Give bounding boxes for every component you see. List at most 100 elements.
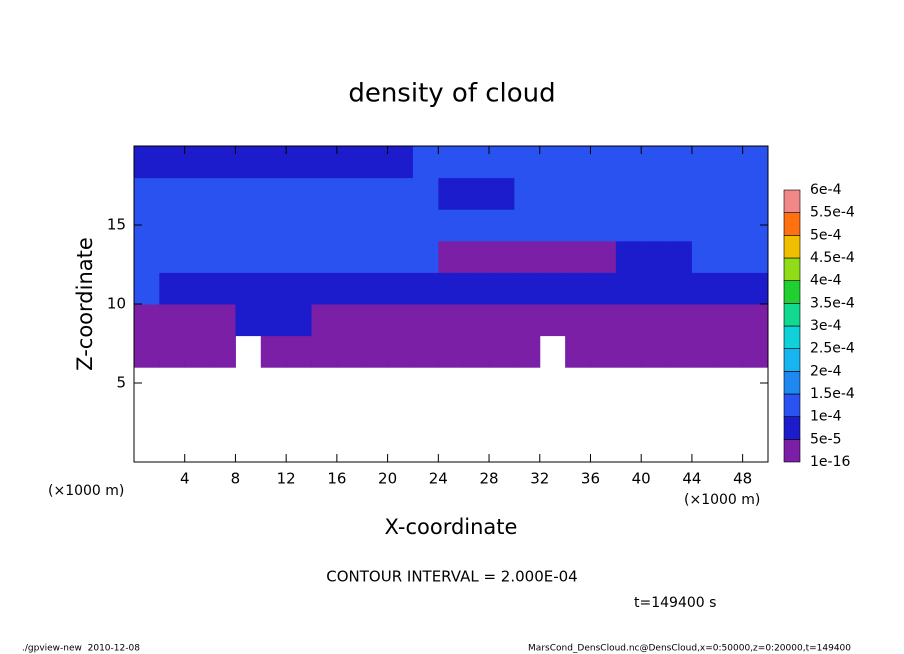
cell — [412, 304, 439, 337]
cell — [514, 304, 541, 337]
cell — [565, 335, 591, 368]
cell — [311, 272, 338, 305]
cell — [260, 209, 287, 242]
cell — [210, 146, 236, 179]
cell — [463, 272, 490, 305]
cell — [159, 177, 186, 210]
cell — [336, 272, 363, 305]
cell — [362, 272, 389, 305]
cell — [159, 304, 186, 337]
colorbar-label: 1.5e-4 — [810, 386, 855, 402]
cell — [514, 272, 541, 305]
cell — [539, 272, 566, 305]
colorbar-box — [783, 280, 801, 304]
cell — [260, 177, 287, 210]
x-tick-label: 28 — [479, 470, 498, 488]
annotation: CONTOUR INTERVAL = 2.000E-04 — [326, 568, 577, 586]
cell — [590, 177, 617, 210]
cell — [159, 209, 186, 242]
cell — [615, 272, 642, 305]
cell — [717, 335, 744, 368]
cell — [311, 146, 338, 179]
colorbar-label: 4.5e-4 — [810, 250, 855, 266]
cell — [717, 272, 744, 305]
cell — [311, 335, 338, 368]
cell — [438, 335, 465, 368]
cell — [159, 240, 186, 273]
cell — [590, 240, 617, 273]
cell — [489, 146, 515, 179]
cell — [336, 304, 363, 337]
x-tick-label: 4 — [180, 470, 190, 488]
colorbar-label: 6e-4 — [810, 182, 842, 198]
colorbar-box — [783, 439, 801, 463]
cell — [412, 146, 439, 179]
cell — [438, 209, 465, 242]
colorbar-label: 5.5e-4 — [810, 205, 855, 221]
cell — [387, 335, 414, 368]
cell — [742, 177, 769, 210]
chart-title: density of cloud — [348, 79, 555, 109]
cell — [387, 304, 414, 337]
cell — [641, 272, 668, 305]
colorbar-box — [783, 348, 801, 372]
cell — [387, 209, 414, 242]
cell — [184, 177, 211, 210]
cell — [438, 177, 465, 210]
cell — [691, 272, 718, 305]
cell — [691, 304, 718, 337]
colorbar-box — [783, 257, 801, 281]
cell — [742, 146, 769, 179]
x-axis-label: X-coordinate — [385, 515, 518, 539]
colorbar-box — [783, 371, 801, 395]
cell — [641, 146, 668, 179]
cell — [539, 209, 566, 242]
cell — [336, 335, 363, 368]
cell — [742, 335, 769, 368]
cell — [184, 240, 211, 273]
y-tick-label: 5 — [116, 374, 126, 392]
y-axis-label: Z-coordinate — [73, 237, 97, 371]
cell — [742, 272, 769, 305]
colorbar-label: 5e-5 — [810, 431, 841, 447]
cell — [260, 272, 287, 305]
cell — [691, 209, 718, 242]
cell — [286, 272, 313, 305]
cell — [641, 304, 668, 337]
cell — [184, 335, 211, 368]
cell — [590, 146, 617, 179]
cell — [691, 146, 718, 179]
cell — [565, 146, 591, 179]
cell — [514, 146, 541, 179]
cell — [717, 209, 744, 242]
cell — [286, 240, 313, 273]
cell — [362, 146, 389, 179]
cell — [412, 209, 439, 242]
cell — [489, 335, 515, 368]
time-label: t=149400 s — [634, 595, 716, 611]
cell — [336, 146, 363, 179]
cell — [463, 304, 490, 337]
cell — [691, 177, 718, 210]
colorbar-label: 3.5e-4 — [810, 295, 855, 311]
x-tick-label: 40 — [632, 470, 651, 488]
x-tick-label: 48 — [733, 470, 752, 488]
x-tick-label: 8 — [231, 470, 241, 488]
cell — [463, 335, 490, 368]
x-tick-label: 16 — [327, 470, 346, 488]
cell — [184, 304, 211, 337]
cell — [514, 335, 541, 368]
cell — [260, 146, 287, 179]
cell — [286, 304, 313, 337]
cell — [641, 209, 668, 242]
cell — [489, 177, 515, 210]
cell — [412, 335, 439, 368]
cell — [666, 177, 693, 210]
cell — [210, 177, 236, 210]
cell — [565, 209, 591, 242]
cell — [286, 209, 313, 242]
cell — [362, 304, 389, 337]
cell — [742, 304, 769, 337]
cell — [463, 177, 490, 210]
